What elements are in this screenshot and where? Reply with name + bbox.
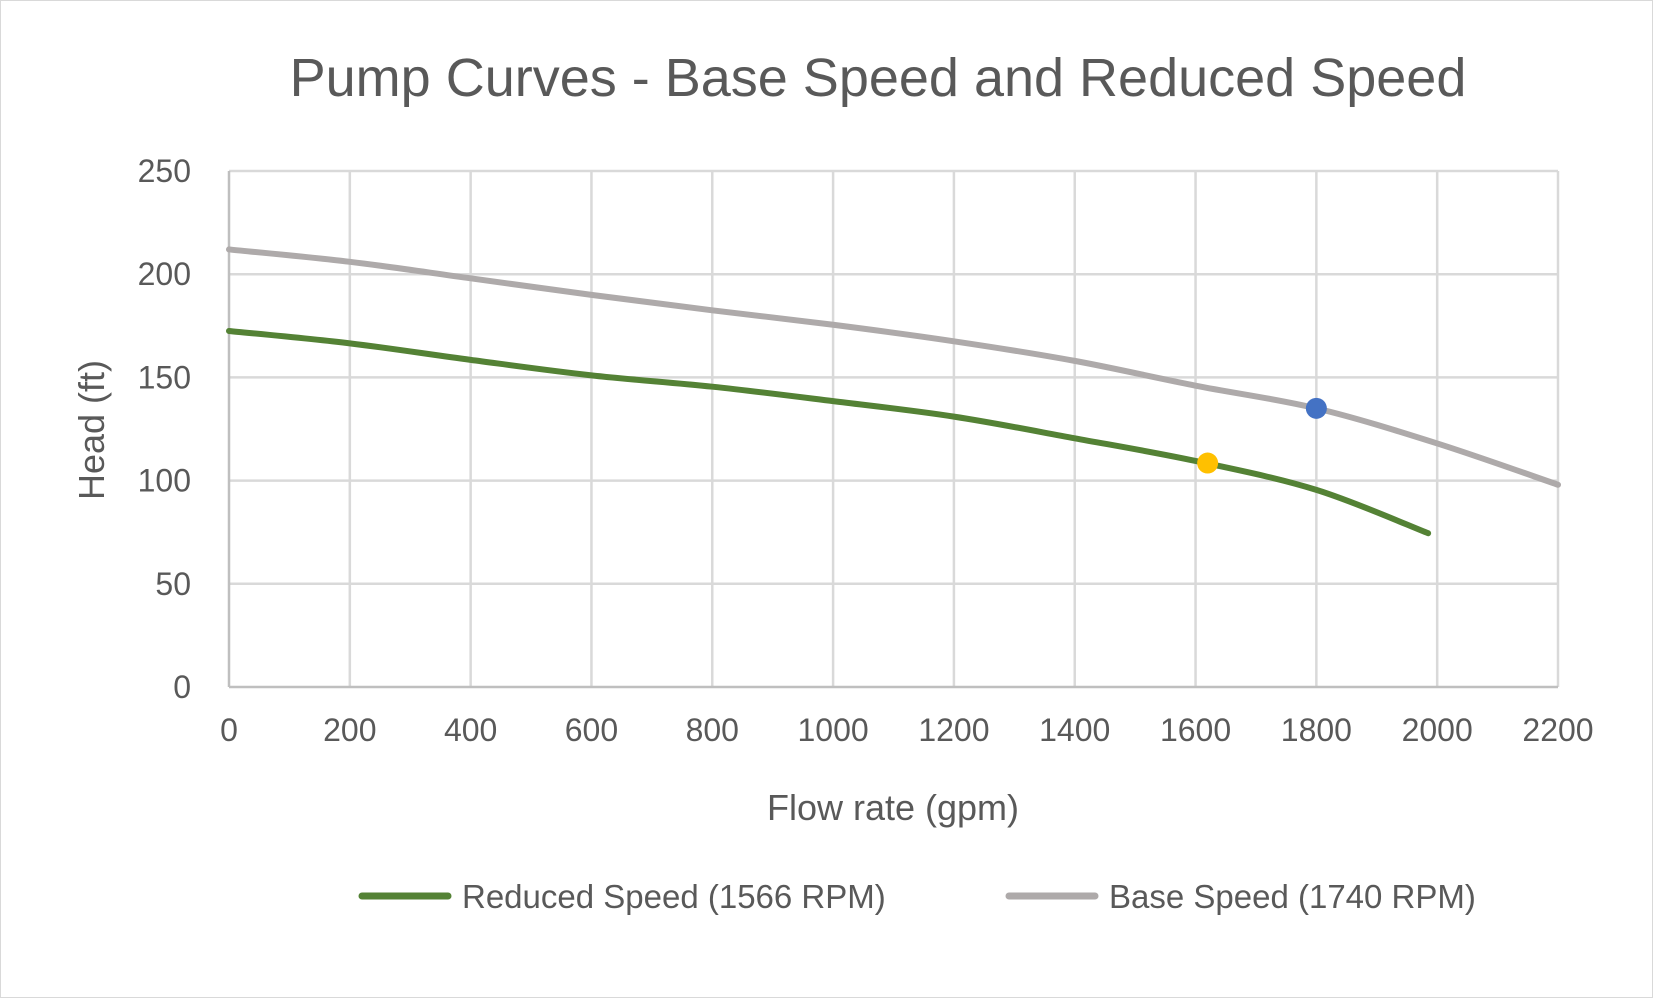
x-tick-label: 1200	[918, 712, 989, 748]
series-lines	[226, 246, 1561, 537]
x-tick-label: 400	[444, 712, 497, 748]
x-tick-label: 800	[686, 712, 739, 748]
reduced-speed-point	[1197, 452, 1219, 474]
legend-label: Reduced Speed (1566 RPM)	[462, 878, 886, 915]
x-tick-label: 1800	[1281, 712, 1352, 748]
x-tick-label: 1000	[797, 712, 868, 748]
y-tick-label: 250	[138, 153, 191, 189]
x-tick-label: 200	[323, 712, 376, 748]
y-tick-label: 200	[138, 256, 191, 292]
y-tick-label: 0	[173, 669, 191, 705]
x-tick-labels: 0 200 400 600 800 1000 1200 1400 1600 1800 2000 220…	[220, 712, 1593, 748]
x-tick-label: 2000	[1402, 712, 1473, 748]
x-tick-label: 2200	[1522, 712, 1593, 748]
base-speed-point	[1305, 397, 1327, 419]
y-tick-label: 100	[138, 463, 191, 499]
x-tick-label: 0	[220, 712, 238, 748]
y-tick-label: 50	[155, 566, 191, 602]
x-tick-label: 600	[565, 712, 618, 748]
y-tick-labels: 0 50 100 150 200 250	[138, 153, 191, 705]
x-tick-label: 1600	[1160, 712, 1231, 748]
operating-points	[1197, 397, 1327, 474]
series-line-base-speed	[226, 246, 1561, 488]
y-axis-title: Head (ft)	[71, 360, 112, 500]
legend: Reduced Speed (1566 RPM) Base Speed (1740…	[358, 878, 1476, 915]
x-tick-label: 1400	[1039, 712, 1110, 748]
chart-title: Pump Curves - Base Speed and Reduced Spe…	[290, 48, 1467, 108]
x-axis-title: Flow rate (gpm)	[767, 787, 1019, 828]
legend-label: Base Speed (1740 RPM)	[1109, 878, 1476, 915]
y-tick-label: 150	[138, 359, 191, 395]
grid-lines	[229, 169, 1560, 687]
axes	[227, 171, 1558, 689]
series-line-reduced-speed	[226, 327, 1432, 537]
